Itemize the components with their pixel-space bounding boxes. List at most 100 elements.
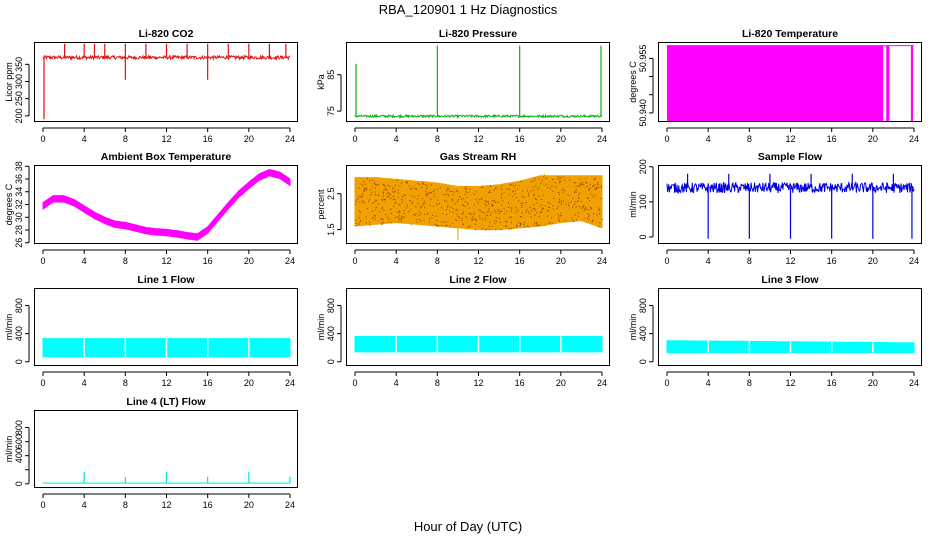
noise-dot — [375, 209, 377, 211]
noise-dot — [413, 196, 415, 198]
noise-dot — [455, 209, 457, 211]
noise-dot — [491, 204, 493, 206]
y-tick-label: 400 — [326, 326, 336, 341]
noise-dot — [418, 195, 420, 197]
noise-dot — [598, 209, 600, 211]
noise-dot — [558, 219, 560, 221]
noise-dot — [510, 228, 512, 230]
y-tick-label: 400 — [14, 326, 24, 341]
noise-dot — [514, 193, 516, 195]
x-tick-label: 8 — [747, 134, 752, 144]
noise-dot — [523, 196, 525, 198]
x-tick-label: 20 — [244, 256, 254, 266]
data-layer — [354, 173, 603, 241]
noise-dot — [414, 214, 416, 216]
y-tick-label: 0 — [14, 481, 24, 486]
noise-dot — [538, 178, 540, 180]
noise-dot — [558, 198, 560, 200]
noise-dot — [597, 184, 599, 186]
noise-dot — [400, 216, 402, 218]
noise-dot — [456, 219, 458, 221]
noise-dot — [449, 211, 451, 213]
noise-dot — [412, 214, 414, 216]
noise-dot — [412, 201, 414, 203]
noise-dot — [533, 224, 535, 226]
x-tick-label: 0 — [664, 378, 669, 388]
noise-dot — [527, 225, 528, 227]
noise-dot — [367, 178, 369, 180]
x-tick-label: 12 — [161, 378, 171, 388]
noise-dot — [586, 186, 588, 187]
y-tick-label: 0 — [638, 359, 648, 364]
x-tick-label: 16 — [515, 378, 525, 388]
noise-dot — [382, 193, 384, 195]
panel-title: Sample Flow — [758, 151, 823, 163]
noise-dot — [536, 202, 538, 204]
noise-dot — [585, 206, 587, 208]
noise-dot — [399, 219, 401, 220]
noise-dot — [517, 222, 519, 224]
noise-dot — [449, 225, 451, 227]
noise-dot — [589, 184, 591, 186]
noise-dot — [535, 198, 537, 199]
noise-dot — [369, 224, 371, 226]
noise-dot — [488, 210, 490, 212]
noise-dot — [559, 215, 561, 217]
noise-dot — [588, 214, 590, 216]
noise-dot — [564, 179, 566, 181]
noise-dot — [448, 195, 450, 197]
noise-dot — [578, 197, 580, 199]
noise-dot — [521, 205, 523, 207]
noise-dot — [541, 199, 543, 200]
noise-dot — [387, 184, 389, 186]
x-tick-label: 4 — [706, 256, 711, 266]
noise-dot — [588, 190, 590, 192]
noise-dot — [423, 183, 424, 185]
noise-dot — [519, 222, 521, 224]
noise-dot — [473, 212, 475, 214]
noise-dot — [512, 184, 514, 186]
noise-dot — [585, 182, 587, 184]
y-axis-label: Licor ppm — [4, 62, 14, 102]
noise-dot — [496, 187, 498, 189]
noise-dot — [403, 216, 405, 218]
noise-dot — [434, 196, 435, 197]
noise-dot — [408, 211, 410, 212]
noise-dot — [510, 216, 512, 218]
noise-dot — [457, 216, 459, 218]
noise-dot — [365, 187, 367, 189]
noise-dot — [474, 218, 476, 220]
noise-dot — [375, 199, 377, 201]
noise-dot — [478, 202, 479, 204]
noise-dot — [578, 185, 579, 187]
noise-dot — [494, 209, 496, 211]
noise-dot — [549, 203, 551, 204]
noise-dot — [407, 205, 409, 207]
noise-dot — [500, 197, 502, 199]
noise-dot — [540, 204, 542, 206]
noise-dot — [422, 183, 424, 185]
noise-dot — [357, 197, 359, 199]
noise-dot — [510, 222, 512, 224]
x-tick-label: 20 — [244, 134, 254, 144]
noise-dot — [381, 223, 383, 225]
y-axis-label: degrees C — [628, 61, 638, 103]
noise-dot — [363, 190, 364, 192]
noise-dot — [550, 188, 551, 190]
noise-dot — [409, 200, 411, 202]
noise-dot — [592, 196, 594, 198]
noise-dot — [471, 219, 473, 221]
noise-dot — [357, 199, 359, 200]
noise-dot — [377, 184, 379, 186]
x-tick-label: 4 — [706, 378, 711, 388]
noise-dot — [513, 227, 514, 229]
noise-dot — [564, 219, 566, 221]
noise-dot — [446, 206, 448, 208]
y-tick-label: 0 — [326, 359, 336, 364]
noise-dot — [548, 222, 550, 224]
x-tick-label: 4 — [82, 500, 87, 510]
x-tick-label: 16 — [515, 134, 525, 144]
plot-frame — [34, 288, 298, 366]
noise-dot — [492, 205, 494, 207]
